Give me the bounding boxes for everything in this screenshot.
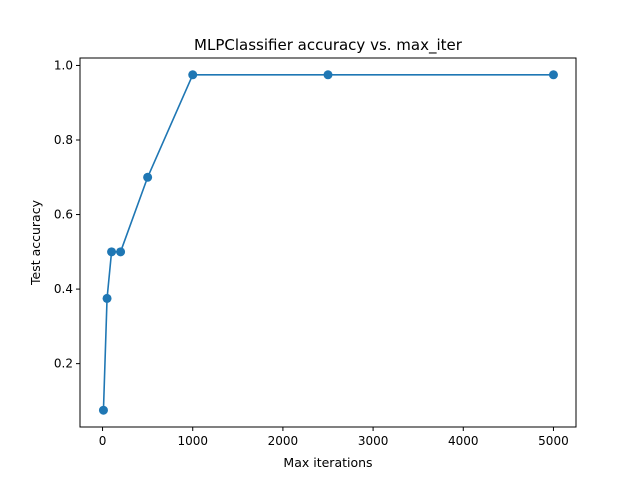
y-tick-label: 0.4 (54, 282, 73, 296)
x-axis: 0 1000 2000 3000 4000 5000 (99, 427, 569, 448)
data-point (548, 70, 558, 80)
series-line (102, 73, 554, 411)
x-tick-label: 3000 (358, 434, 389, 448)
data-point (188, 70, 198, 80)
x-axis-label: Max iterations (283, 455, 372, 470)
x-tick-label: 2000 (268, 434, 299, 448)
y-tick-label: 1.0 (54, 58, 73, 72)
y-axis: 0.2 0.4 0.6 0.8 1.0 (54, 58, 80, 371)
chart-title: MLPClassifier accuracy vs. max_iter (194, 36, 463, 55)
data-point (107, 247, 117, 257)
x-tick-label: 1000 (177, 434, 208, 448)
y-tick-label: 0.6 (54, 208, 73, 222)
plot-area (98, 70, 558, 415)
data-point (102, 293, 112, 303)
y-axis-label: Test accuracy (28, 199, 43, 286)
x-tick-label: 5000 (538, 434, 569, 448)
data-point (116, 247, 126, 257)
y-tick-label: 0.2 (54, 357, 73, 371)
y-tick-label: 0.8 (54, 133, 73, 147)
data-point (98, 405, 108, 415)
axes-frame (79, 57, 577, 428)
x-tick-label: 0 (99, 434, 107, 448)
data-point (323, 70, 333, 80)
data-point (143, 172, 153, 182)
x-tick-label: 4000 (448, 434, 479, 448)
